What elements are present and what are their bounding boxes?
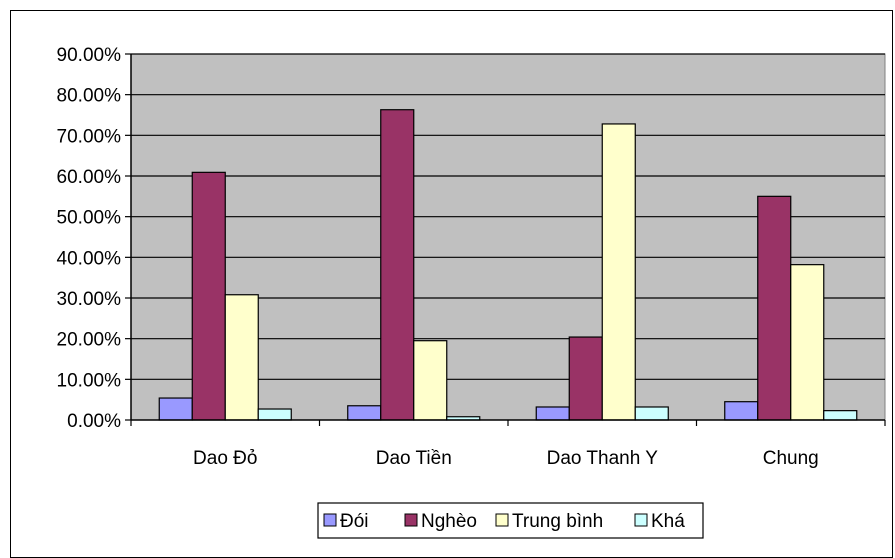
- y-tick-label: 20.00%: [57, 330, 122, 351]
- legend-label: Đói: [340, 511, 369, 532]
- bars: [158, 109, 858, 421]
- y-tick-label: 80.00%: [57, 86, 122, 107]
- x-axis-tick-labels: Dao Đỏ Dao Tiền Dao Thanh Y Chung: [193, 448, 819, 469]
- legend-label: Khá: [651, 511, 685, 532]
- bar-nghèo-1: [380, 109, 415, 421]
- axes: [125, 53, 886, 426]
- bar-trung-bình-0: [224, 294, 259, 421]
- x-tick-label: Dao Đỏ: [193, 448, 257, 469]
- bar-trung-bình-1: [413, 340, 448, 421]
- legend-swatch: [404, 513, 418, 527]
- bar-khá-2: [634, 406, 669, 421]
- legend: Đói Nghèo Trung bình Khá: [317, 502, 704, 539]
- legend-label: Nghèo: [421, 511, 477, 532]
- legend-label: Trung bình: [512, 511, 603, 532]
- y-tick-label: 40.00%: [57, 248, 122, 269]
- bar-đói-3: [724, 401, 759, 421]
- bar-nghèo-0: [191, 171, 226, 421]
- y-tick-label: 90.00%: [57, 45, 122, 66]
- bar-nghèo-2: [568, 336, 603, 421]
- legend-swatch: [495, 513, 509, 527]
- bar-đói-2: [535, 406, 570, 421]
- y-tick-label: 10.00%: [57, 370, 122, 391]
- x-tick-label: Dao Tiền: [376, 448, 452, 469]
- y-tick-label: 0.00%: [67, 411, 121, 432]
- y-tick-label: 30.00%: [57, 289, 122, 310]
- bar-đói-1: [347, 405, 382, 421]
- bar-chart: 0.00% 10.00% 20.00% 30.00% 40.00% 50.00% 60.00…: [57, 45, 886, 539]
- bar-đói-0: [158, 397, 193, 421]
- bar-trung-bình-2: [601, 123, 636, 421]
- legend-swatch: [634, 513, 648, 527]
- bar-trung-bình-3: [790, 264, 825, 421]
- legend-swatch: [323, 513, 337, 527]
- bar-nghèo-3: [757, 195, 792, 421]
- y-axis-tick-labels: 0.00% 10.00% 20.00% 30.00% 40.00% 50.00% 60.00…: [57, 45, 122, 432]
- y-tick-label: 60.00%: [57, 167, 122, 188]
- y-tick-label: 70.00%: [57, 126, 122, 147]
- bar-khá-0: [257, 408, 292, 421]
- x-tick-label: Dao Thanh Y: [547, 448, 659, 469]
- bar-khá-3: [823, 410, 858, 421]
- y-tick-label: 50.00%: [57, 208, 122, 229]
- x-tick-label: Chung: [763, 448, 819, 469]
